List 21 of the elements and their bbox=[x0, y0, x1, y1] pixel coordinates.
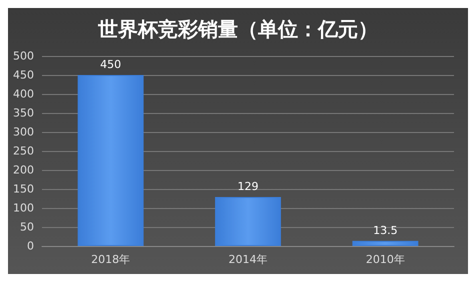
y-tick-label: 300 bbox=[13, 126, 34, 138]
data-label: 129 bbox=[238, 180, 258, 193]
x-tick-label: 2018年 bbox=[91, 253, 130, 266]
y-tick-label: 200 bbox=[13, 164, 34, 176]
data-label: 13.5 bbox=[373, 224, 398, 237]
y-tick-label: 250 bbox=[13, 144, 34, 158]
bar bbox=[215, 196, 281, 246]
y-tick-label: 50 bbox=[20, 220, 34, 234]
x-tick-label: 2014年 bbox=[228, 253, 268, 266]
data-label: 450 bbox=[100, 58, 122, 71]
y-tick-label: 500 bbox=[13, 50, 34, 62]
x-tick-label: 2010年 bbox=[366, 253, 405, 266]
bar bbox=[78, 75, 144, 246]
chart-title: 世界杯竞彩销量（单位：亿元） bbox=[97, 17, 378, 41]
y-tick-label: 450 bbox=[13, 68, 34, 82]
y-tick-label: 350 bbox=[13, 106, 34, 120]
y-tick-label: 400 bbox=[13, 88, 34, 100]
y-tick-label: 0 bbox=[27, 240, 34, 252]
y-tick-label: 100 bbox=[13, 202, 34, 214]
y-tick-label: 150 bbox=[13, 182, 34, 196]
bar bbox=[352, 240, 418, 246]
